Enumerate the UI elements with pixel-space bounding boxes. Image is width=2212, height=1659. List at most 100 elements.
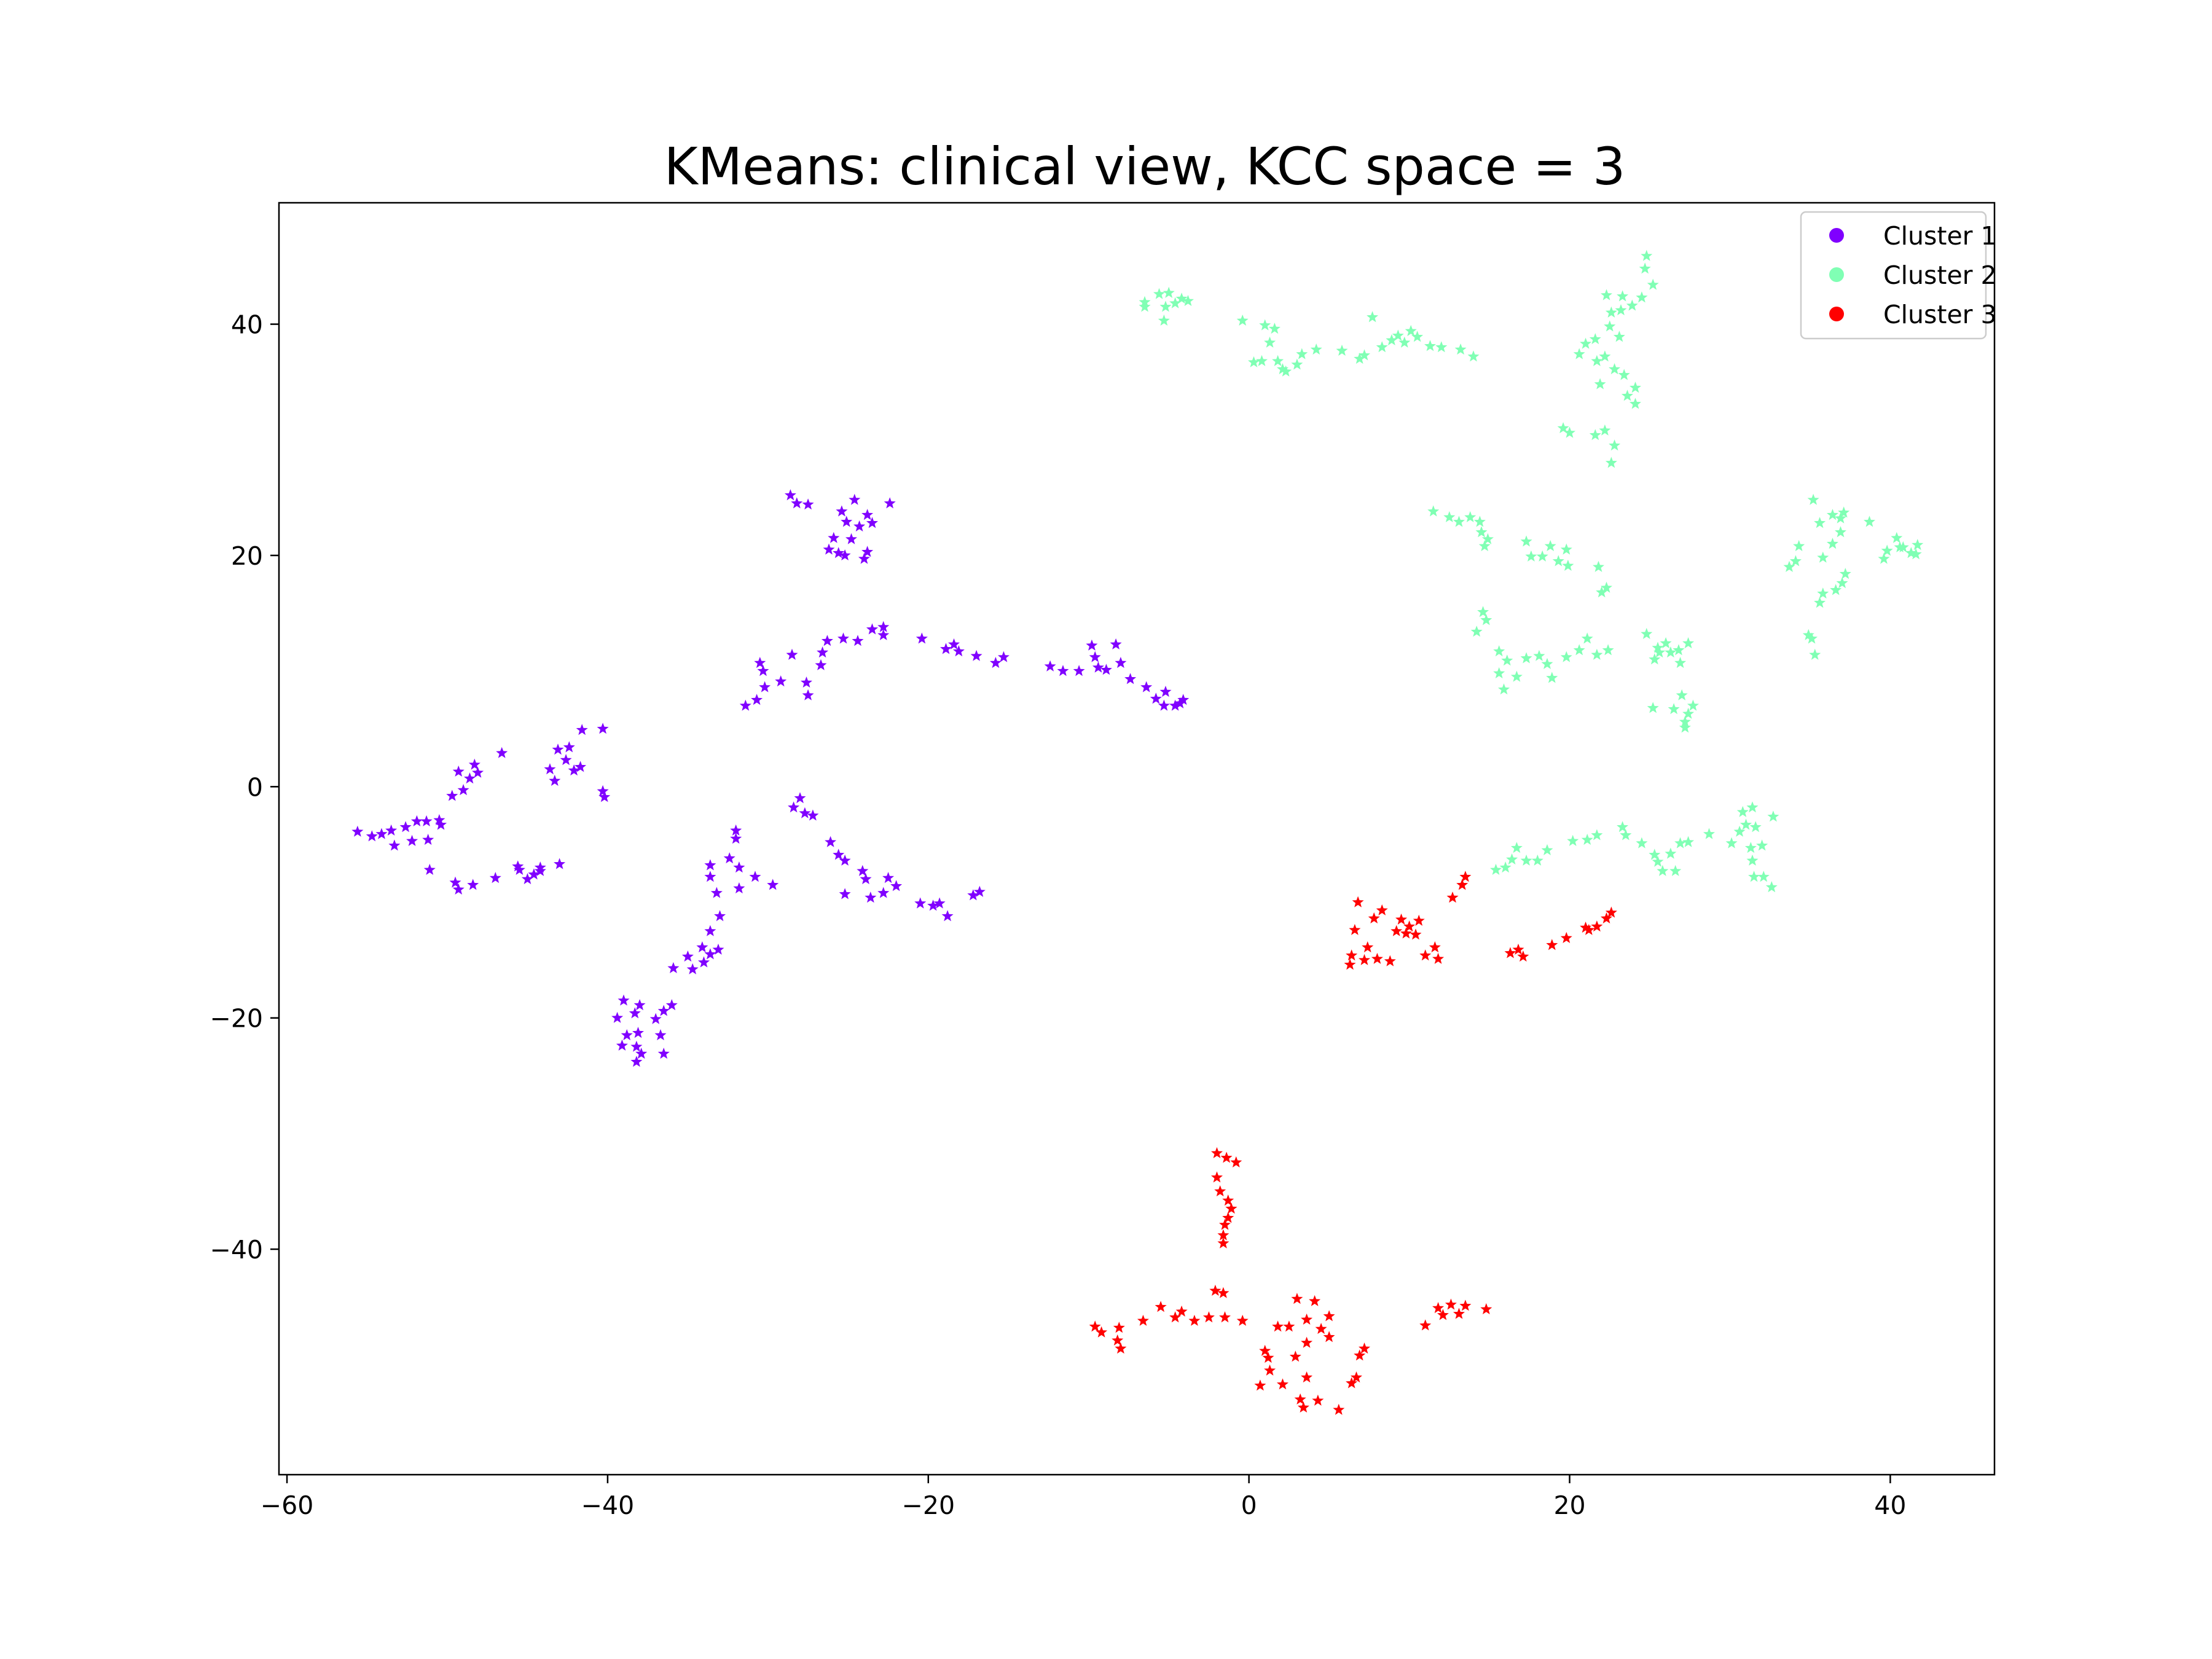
data-point <box>1336 344 1348 356</box>
data-point <box>1073 665 1085 677</box>
data-point <box>1291 1293 1303 1304</box>
legend-label-cluster-3: Cluster 3 <box>1883 300 1997 329</box>
data-point <box>1475 526 1488 538</box>
data-point <box>952 645 965 657</box>
data-point <box>544 763 556 775</box>
data-point <box>882 872 895 884</box>
data-point <box>1806 632 1818 644</box>
data-point <box>1740 818 1752 830</box>
data-point <box>1602 644 1614 656</box>
data-point <box>554 858 566 869</box>
data-point <box>1802 629 1814 640</box>
data-point <box>704 925 716 936</box>
legend-entry-1: Cluster 1 <box>1829 221 1997 251</box>
data-point <box>884 497 896 509</box>
data-point <box>1158 699 1170 711</box>
data-point <box>1765 881 1778 893</box>
data-point <box>575 761 587 772</box>
data-point <box>1835 526 1846 538</box>
data-point <box>1236 1314 1249 1326</box>
data-point <box>1687 699 1699 711</box>
data-point <box>468 758 480 770</box>
data-point <box>649 1013 662 1024</box>
data-point <box>1464 511 1477 522</box>
data-point <box>841 516 853 527</box>
data-point <box>1367 311 1379 323</box>
data-point <box>351 825 364 837</box>
data-point <box>1838 506 1850 518</box>
data-point <box>1733 825 1746 837</box>
x-tick-label: −20 <box>902 1491 955 1520</box>
data-point <box>597 723 609 734</box>
data-point <box>1589 333 1601 345</box>
data-point <box>1756 839 1768 851</box>
data-point <box>1531 854 1543 866</box>
data-point <box>1188 1314 1201 1326</box>
data-point <box>1665 646 1677 658</box>
data-point <box>1174 697 1186 708</box>
y-tick-label: 40 <box>231 310 263 340</box>
data-point <box>940 643 952 654</box>
data-point <box>1453 1308 1465 1319</box>
data-point <box>1259 1344 1271 1356</box>
data-point <box>630 1056 643 1067</box>
data-point <box>1384 955 1396 967</box>
data-point <box>839 854 851 866</box>
data-point <box>1517 950 1529 962</box>
data-point <box>1552 555 1564 567</box>
data-point <box>1668 703 1680 715</box>
data-point <box>791 497 803 509</box>
chart-title: KMeans: clinical view, KCC space = 3 <box>664 136 1626 197</box>
data-point <box>1573 348 1585 359</box>
data-point <box>1473 516 1486 527</box>
data-point <box>1480 614 1492 626</box>
data-point <box>866 623 878 635</box>
data-point <box>1419 1319 1432 1331</box>
data-point <box>1315 1322 1327 1334</box>
data-point <box>616 1039 628 1051</box>
data-point <box>1092 661 1104 673</box>
data-point <box>1276 363 1288 375</box>
data-point <box>1596 586 1608 598</box>
data-point <box>1159 300 1172 312</box>
data-point <box>1333 1403 1345 1415</box>
data-point <box>973 885 986 897</box>
data-point <box>1601 581 1612 593</box>
data-point <box>1783 560 1795 572</box>
data-point <box>839 549 851 560</box>
data-point <box>1605 306 1617 318</box>
data-point <box>1605 457 1617 468</box>
data-point <box>1826 538 1838 549</box>
series-cluster-1 <box>351 489 1190 1067</box>
data-point <box>1159 686 1172 697</box>
data-point <box>1432 1302 1445 1314</box>
data-point <box>560 754 572 766</box>
data-point <box>1649 653 1661 665</box>
data-point <box>1057 665 1069 677</box>
data-point <box>1137 1314 1149 1326</box>
data-point <box>1674 657 1687 669</box>
data-point <box>833 547 845 559</box>
data-point <box>786 648 798 660</box>
data-point <box>1432 952 1445 964</box>
data-point <box>1437 1309 1449 1320</box>
data-point <box>1504 947 1516 959</box>
data-point <box>489 872 501 884</box>
points-layer <box>351 249 1924 1415</box>
data-point <box>1349 924 1361 935</box>
data-point <box>1817 587 1829 599</box>
data-point <box>1599 424 1611 436</box>
data-point <box>1280 365 1292 377</box>
data-point <box>1630 382 1641 393</box>
data-point <box>853 520 866 531</box>
data-point <box>1470 626 1483 637</box>
data-point <box>1881 544 1893 556</box>
data-point <box>1830 584 1842 595</box>
axes-frame <box>278 202 1996 1476</box>
data-point <box>1589 429 1601 441</box>
data-point <box>1630 398 1641 409</box>
data-point <box>512 860 524 872</box>
data-point <box>1562 559 1574 571</box>
data-point <box>1567 834 1579 846</box>
